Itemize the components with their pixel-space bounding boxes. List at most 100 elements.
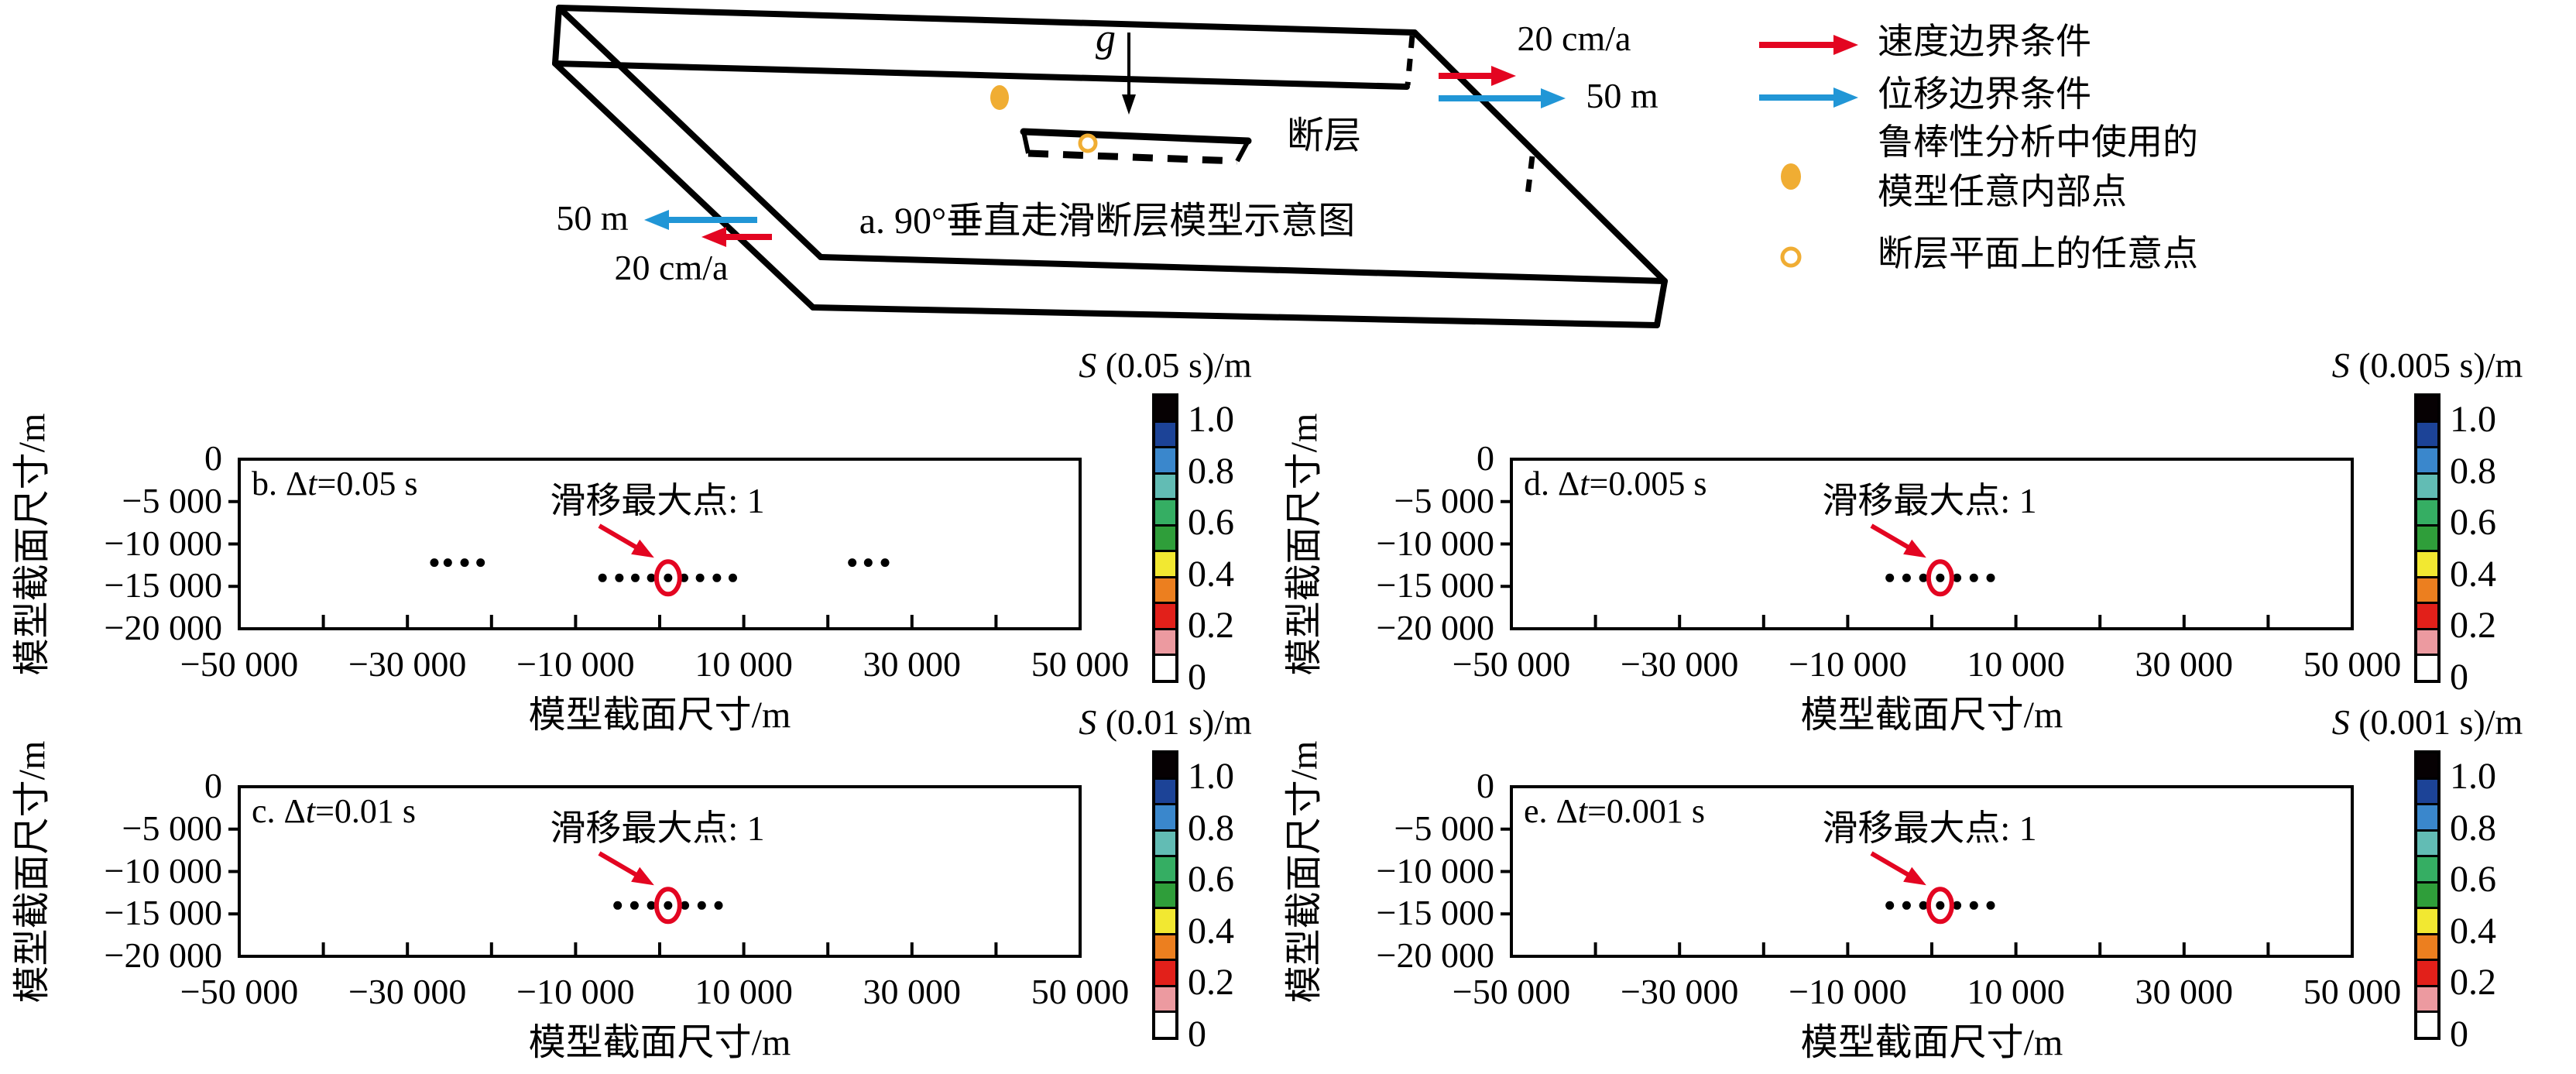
panel-b-colorbar-tick-label: 0.6 [1188, 502, 1234, 544]
panel-e-colorbar-segment [2417, 1011, 2437, 1038]
panel-d-colorbar-segment [2417, 575, 2437, 602]
left-displacement-label: 50 m [556, 198, 629, 238]
panel-b-dot [647, 573, 656, 582]
slab-back-left-edge [552, 5, 562, 67]
panel-e-colorbar-title: S (0.001 s)/m [2180, 702, 2576, 743]
panel-d-xlabel: 模型截面尺寸/m [1800, 695, 2063, 736]
panel-c-colorbar-tick-label: 0 [1188, 1014, 1206, 1055]
panel-d-xtick-label: −50 000 [1452, 644, 1571, 684]
panel-d-xtick-label: 30 000 [2135, 644, 2234, 684]
panel-d-ytick-label: −10 000 [1376, 523, 1494, 563]
panel-c-plot [228, 785, 1082, 958]
panel-e-xtick-label: 10 000 [1967, 972, 2065, 1011]
panel-d-plot [1501, 458, 2354, 630]
panel-e-colorbar-tick-label: 0.8 [2450, 807, 2496, 849]
panel-e-colorbar-segment [2417, 803, 2437, 829]
panel-e-colorbar-segment [2417, 753, 2437, 777]
panel-b-colorbar-tick-label: 0 [1188, 657, 1206, 698]
slab-right-lower-edge [1654, 278, 1668, 328]
panel-d-colorbar-tick-label: 0.8 [2450, 450, 2496, 492]
panel-e-annotation-text: 滑移最大点: 1 [1822, 808, 2037, 848]
panel-c-label: c. Δt=0.01 s [252, 792, 416, 830]
velocity-arrowhead-right-icon [1491, 66, 1516, 86]
panel-d-colorbar-segment [2417, 446, 2437, 472]
panel-e-colorbar-segment [2417, 777, 2437, 804]
panel-d-colorbar-tick-label: 1.0 [2450, 399, 2496, 441]
panel-d-label-rest: =0.005 s [1589, 465, 1707, 503]
slab-back-top-edge [556, 5, 1418, 36]
panel-c-colorbar-segment [1155, 959, 1175, 985]
panel-e-xtick-label: −30 000 [1620, 972, 1739, 1011]
panel-c-dot [714, 901, 723, 910]
panel-e-ytick-label: −15 000 [1376, 893, 1494, 933]
legend-label-velocity: 速度边界条件 [1878, 22, 2091, 61]
panel-b-colorbar-title-rest: (0.05 s)/m [1096, 345, 1252, 385]
panel-b-dot [598, 573, 607, 582]
panel-e-label: e. Δt=0.001 s [1524, 792, 1705, 830]
right-displacement-label: 50 m [1586, 76, 1658, 115]
fault-trace-dashed [1027, 149, 1238, 165]
panel-d-dot [1986, 573, 1995, 582]
panel-b-xtick-label: 10 000 [695, 644, 793, 684]
panel-b-colorbar-segment [1155, 498, 1175, 524]
panel-d-label: d. Δt=0.005 s [1524, 465, 1706, 503]
panel-e-ytick-label: −5 000 [1394, 808, 1494, 848]
panel-c-xlabel: 模型截面尺寸/m [528, 1022, 791, 1063]
fault-bracket-right [1235, 139, 1250, 163]
panel-d-label-pre: d. Δ [1524, 465, 1580, 503]
panel-e-annotation-arrowhead-icon [1903, 866, 1926, 886]
panel-b-colorbar-tick-label: 1.0 [1188, 399, 1234, 441]
panel-c-xtick-label: −30 000 [348, 972, 467, 1011]
panel-b-xtick-label: −10 000 [516, 644, 635, 684]
legend-label-interior-2: 模型任意内部点 [1878, 172, 2127, 211]
panel-c-annotation-arrowhead-icon [631, 866, 654, 886]
panel-c-colorbar-segment [1155, 855, 1175, 881]
panel-d-xtick-label: 50 000 [2303, 644, 2402, 684]
panel-e-colorbar-segment [2417, 932, 2437, 959]
panel-c-xtick-label: −50 000 [180, 972, 299, 1011]
panel-b-xtick-label: −30 000 [348, 644, 467, 684]
panel-c-dot [613, 901, 623, 910]
panel-d-annotation-text: 滑移最大点: 1 [1822, 481, 2037, 520]
panel-b-plot [228, 458, 1082, 630]
panel-b-dot [615, 573, 624, 582]
panel-c-ytick-label: −15 000 [104, 893, 222, 933]
panel-b-ytick-label: −10 000 [104, 523, 222, 563]
panel-c-colorbar-tick-label: 1.0 [1188, 756, 1234, 798]
panel-e-dot [1885, 901, 1895, 910]
panel-c-max-slip-circle [653, 887, 682, 925]
panel-d-colorbar-segment [2417, 396, 2437, 420]
panel-b-ytick-label: −15 000 [104, 565, 222, 606]
panel-c-xtick-label: −10 000 [516, 972, 635, 1011]
panel-e-plot [1501, 785, 2354, 958]
panel-e-max-slip-circle [1926, 887, 1954, 925]
panel-b-dot [443, 558, 452, 568]
panel-b-xtick-label: 50 000 [1031, 644, 1130, 684]
panel-b-xlabel: 模型截面尺寸/m [528, 695, 791, 736]
panel-e-xtick-label: −50 000 [1452, 972, 1571, 1011]
panel-d-label-var: t [1580, 465, 1590, 503]
panel-b-ytick-label: −5 000 [122, 480, 222, 520]
panel-e-xlabel: 模型截面尺寸/m [1800, 1022, 2063, 1063]
panel-e-dot [1936, 901, 1945, 910]
panel-c-colorbar-segment [1155, 880, 1175, 908]
model-schematic-3d [552, 5, 1668, 328]
slab-left-lower-edge [552, 60, 816, 311]
panel-d-ytick-label: −15 000 [1376, 565, 1494, 606]
panel-d-ytick-label: −20 000 [1376, 608, 1494, 647]
fault-bracket-left [1021, 131, 1031, 154]
panel-e-dot [1953, 901, 1962, 910]
panel-e-colorbar-tick-label: 0.4 [2450, 910, 2496, 952]
panel-b-dot [728, 573, 737, 582]
velocity-arrow-icon [1759, 35, 1858, 55]
panel-d-colorbar-tick-label: 0.4 [2450, 553, 2496, 595]
left-velocity-label: 20 cm/a [614, 248, 729, 287]
panel-d-colorbar-title-var: S [2331, 345, 2350, 385]
panel-d-ytick-label: 0 [1477, 438, 1494, 478]
panel-c-colorbar-segment [1155, 907, 1175, 933]
panel-d-colorbar-tick-label: 0.6 [2450, 502, 2496, 544]
panel-b-label-rest: =0.05 s [317, 465, 418, 503]
panel-b-dot [476, 558, 485, 568]
panel-c-dot [664, 901, 673, 910]
